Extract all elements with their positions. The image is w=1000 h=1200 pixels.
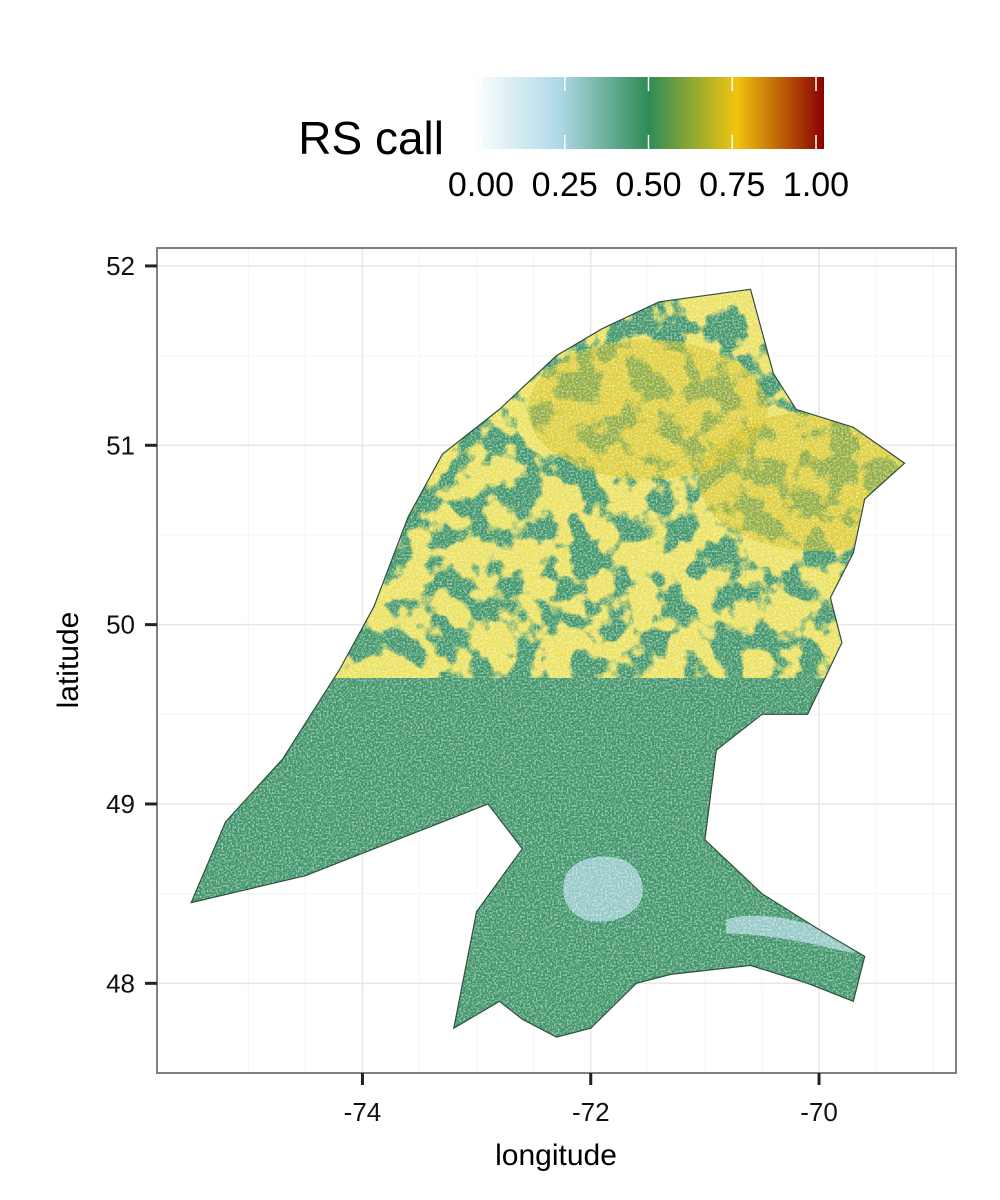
y-tick-label: 48 (106, 968, 135, 998)
x-axis: -74 -72 -70 (344, 1073, 838, 1127)
y-tick-label: 49 (106, 789, 135, 819)
y-axis: 48 49 50 51 52 (106, 251, 157, 998)
legend: RS call 0.00 0.25 0.50 0.75 1.00 (298, 77, 849, 204)
legend-tick-label: 0.25 (532, 166, 598, 204)
legend-title: RS call (298, 112, 444, 164)
legend-tick-label: 0.75 (699, 166, 765, 204)
x-tick-label: -72 (572, 1097, 610, 1127)
plot-panel (156, 247, 957, 1074)
x-tick-label: -70 (800, 1097, 838, 1127)
legend-tick-label: 1.00 (783, 166, 849, 204)
legend-tick-label: 0.50 (615, 166, 681, 204)
legend-tick-label: 0.00 (448, 166, 514, 204)
y-tick-label: 51 (106, 430, 135, 460)
legend-tick-labels: 0.00 0.25 0.50 0.75 1.00 (448, 166, 849, 204)
y-axis-title: latitude (52, 612, 85, 709)
x-tick-label: -74 (344, 1097, 382, 1127)
x-axis-title: longitude (495, 1139, 617, 1172)
legend-ticks (480, 77, 817, 149)
y-tick-label: 50 (106, 610, 135, 640)
panel-border (156, 247, 957, 1074)
region-boundary (190, 288, 906, 1038)
y-tick-label: 52 (106, 251, 135, 281)
